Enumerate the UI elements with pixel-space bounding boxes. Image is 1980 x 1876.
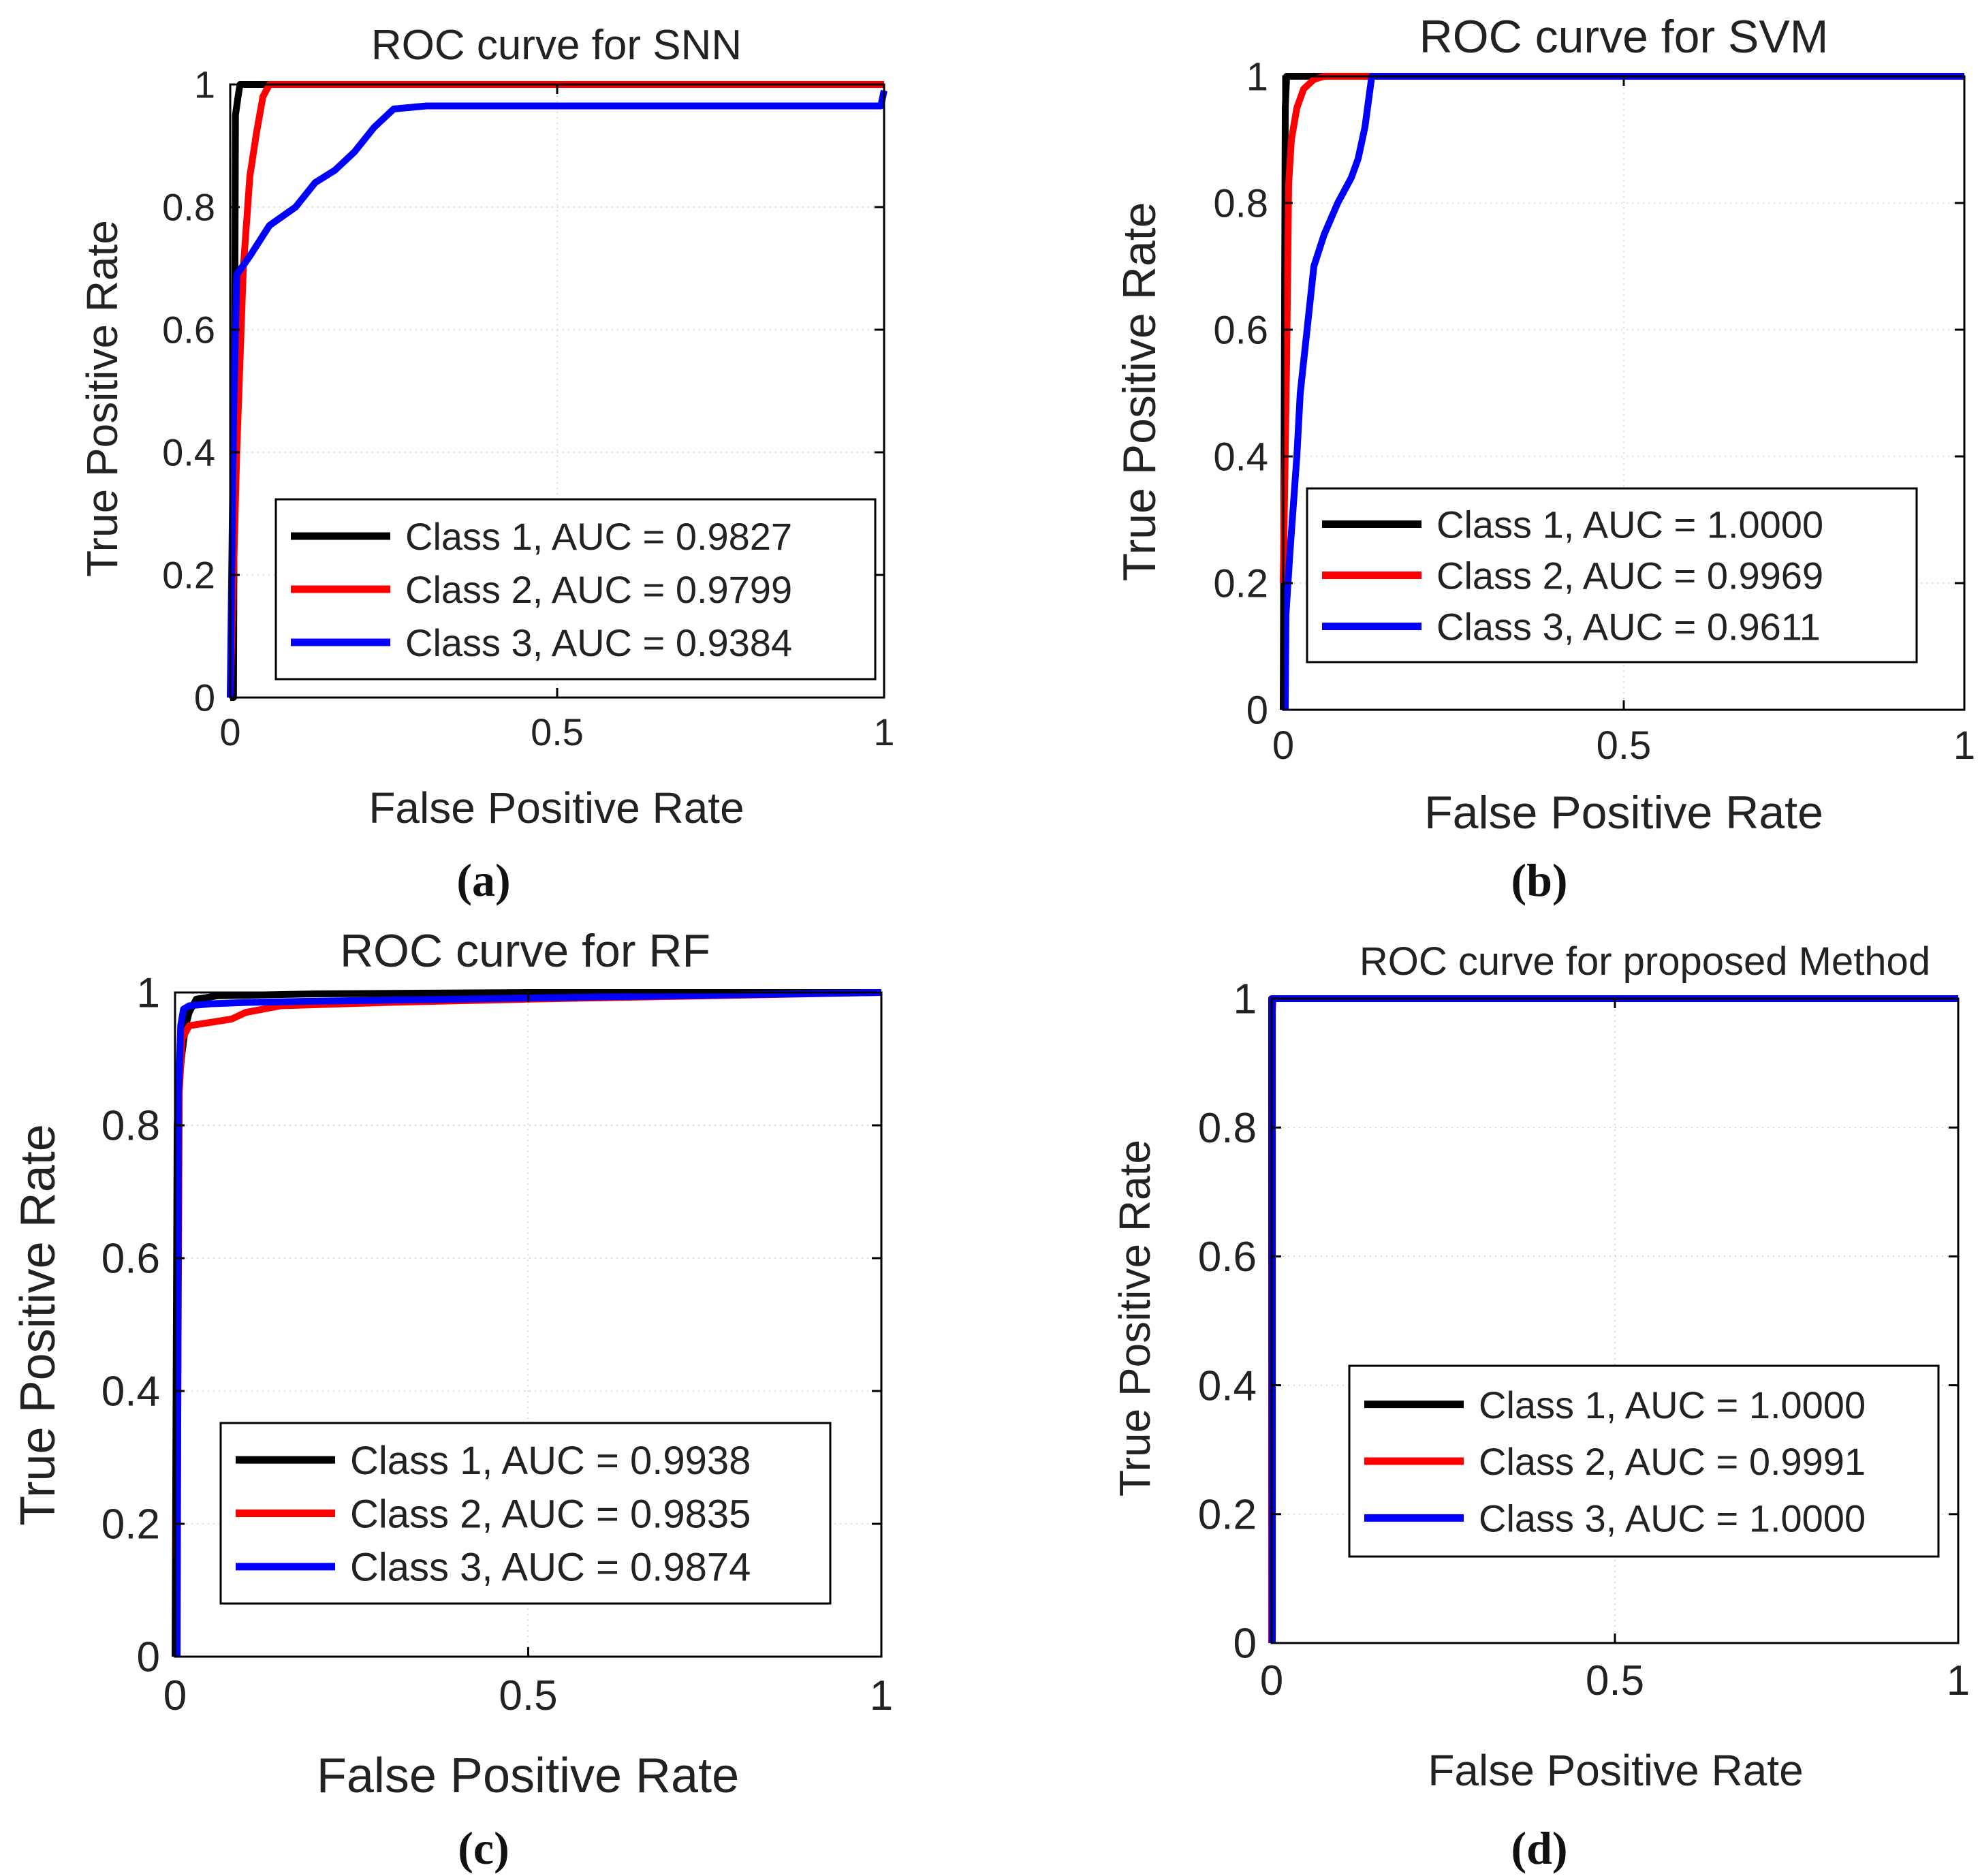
x-tick-label: 0: [1272, 723, 1294, 768]
y-tick-label: 0.6: [1198, 1234, 1257, 1281]
x-tick-label: 1: [870, 1672, 893, 1719]
y-tick-label: 0.8: [162, 186, 215, 229]
y-tick-label: 1: [137, 970, 160, 1017]
panel-caption: (a): [456, 854, 510, 906]
series-line-class-3: [1282, 73, 1964, 710]
y-axis-label: True Positive Rate: [78, 220, 127, 577]
chart-snn: 0 0.2 0.4 0.6 0.8 1 0 0.5 1 ROC curve for SNN Fa…: [78, 22, 895, 906]
y-tick-label: 0.8: [1213, 181, 1268, 225]
x-axis-label: False Positive Rate: [1428, 1746, 1803, 1795]
y-tick-label: 0.6: [162, 309, 215, 351]
x-tick-label: 0: [163, 1672, 187, 1719]
chart-title: ROC curve for SNN: [371, 22, 742, 69]
x-axis-label: False Positive Rate: [368, 783, 744, 832]
panel-caption: (b): [1511, 854, 1567, 906]
y-tick-label: 0.6: [101, 1236, 160, 1283]
legend-label-class-1: Class 1, AUC = 1.0000: [1479, 1383, 1866, 1426]
y-tick-label: 0.2: [1198, 1492, 1257, 1539]
y-tick-label: 0: [1246, 688, 1268, 732]
y-tick-label: 0.2: [1213, 561, 1268, 606]
series-line-class-3: [227, 89, 887, 698]
series-line-class-2: [1280, 73, 1964, 584]
chart-rf: 0 0.2 0.4 0.6 0.8 1 0 0.5 1 ROC curve for RF Fal…: [11, 925, 893, 1874]
x-tick-label: 0: [219, 710, 240, 753]
legend-label-class-1: Class 1, AUC = 0.9827: [405, 515, 792, 558]
chart-title: ROC curve for RF: [340, 925, 710, 977]
legend-label-class-2: Class 2, AUC = 0.9969: [1436, 554, 1823, 597]
x-tick-label: 0.5: [499, 1672, 557, 1719]
y-axis-label: True Positive Rate: [1110, 1140, 1159, 1497]
y-tick-label: 0.8: [101, 1103, 160, 1150]
y-tick-label: 0: [194, 676, 215, 719]
y-axis-label: True Positive Rate: [1114, 202, 1165, 582]
x-tick-label: 0.5: [531, 710, 584, 753]
y-tick-label: 1: [1233, 976, 1257, 1023]
legend-label-class-2: Class 2, AUC = 0.9799: [405, 568, 792, 611]
x-axis-label: False Positive Rate: [317, 1749, 739, 1803]
series-line-class-2: [227, 81, 884, 698]
legend-label-class-1: Class 1, AUC = 1.0000: [1436, 503, 1823, 546]
y-tick-label: 0.6: [1213, 308, 1268, 352]
panel-caption: (c): [458, 1822, 509, 1874]
legend-label-class-2: Class 2, AUC = 0.9991: [1479, 1440, 1866, 1483]
legend-label-class-3: Class 3, AUC = 0.9384: [405, 621, 792, 664]
y-tick-label: 1: [1246, 54, 1268, 99]
y-tick-label: 0.8: [1198, 1105, 1257, 1152]
y-tick-label: 0.2: [101, 1501, 160, 1548]
chart-proposed: 0 0.2 0.4 0.6 0.8 1 0 0.5 1 ROC curve for propos…: [1110, 939, 1970, 1874]
y-tick-label: 0.4: [1198, 1362, 1257, 1409]
x-tick-label: 1: [1953, 723, 1975, 768]
x-tick-label: 1: [873, 710, 894, 753]
x-axis-label: False Positive Rate: [1424, 787, 1823, 839]
chart-svm: 0 0.2 0.4 0.6 0.8 1 0 0.5 1 ROC curve for SVM Fa…: [1114, 11, 1975, 906]
y-tick-label: 0: [1233, 1621, 1257, 1668]
legend-label-class-1: Class 1, AUC = 0.9938: [350, 1439, 751, 1483]
panel-caption: (d): [1511, 1822, 1567, 1874]
y-tick-label: 0: [137, 1634, 160, 1681]
x-tick-label: 0.5: [1597, 723, 1652, 768]
chart-title: ROC curve for SVM: [1419, 11, 1829, 63]
legend-label-class-3: Class 3, AUC = 0.9874: [350, 1546, 751, 1590]
y-axis-label: True Positive Rate: [11, 1124, 65, 1526]
legend-label-class-3: Class 3, AUC = 0.9611: [1436, 606, 1821, 648]
x-tick-label: 0.5: [1586, 1657, 1644, 1704]
legend-label-class-2: Class 2, AUC = 0.9835: [350, 1492, 751, 1536]
y-tick-label: 0.4: [162, 431, 215, 474]
chart-title: ROC curve for proposed Method: [1360, 939, 1930, 984]
y-tick-label: 0.2: [162, 554, 215, 597]
y-tick-label: 1: [194, 63, 215, 106]
y-tick-label: 0.4: [101, 1369, 160, 1416]
y-tick-label: 0.4: [1213, 435, 1268, 479]
x-tick-label: 0: [1260, 1657, 1283, 1704]
legend-label-class-3: Class 3, AUC = 1.0000: [1479, 1497, 1866, 1539]
x-tick-label: 1: [1947, 1657, 1970, 1704]
